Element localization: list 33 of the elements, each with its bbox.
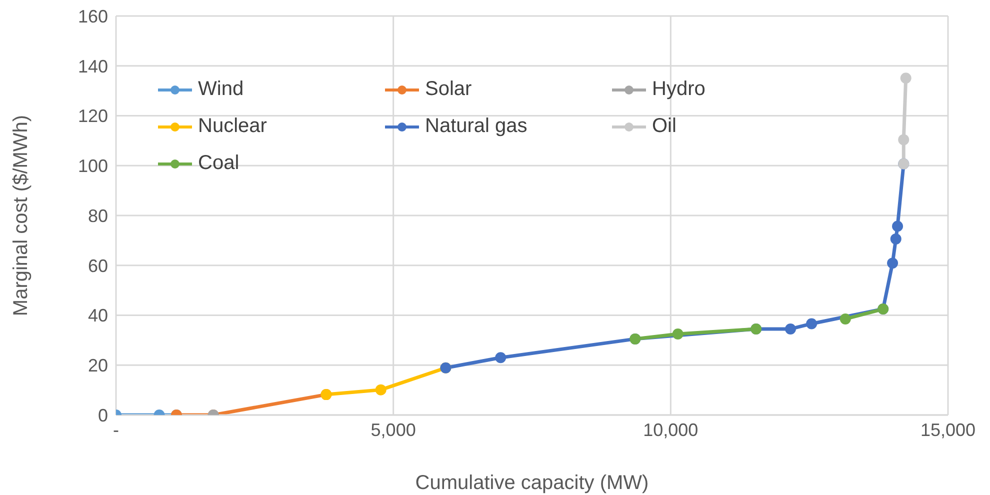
point [806,318,818,330]
point [900,72,912,84]
y-axis-title: Marginal cost ($/MWh) [10,114,32,316]
point [892,220,904,232]
legend-label: Oil [652,115,676,138]
x-tick-label: 10,000 [643,420,698,440]
x-axis-title: Cumulative capacity (MW) [415,472,649,494]
y-tick-label: 100 [78,156,108,176]
legend-label: Natural gas [425,115,528,138]
point [890,233,902,244]
point [887,258,898,269]
y-tick-label: 160 [78,6,108,26]
point [784,323,796,334]
y-tick-label: 80 [88,206,108,226]
point [495,352,506,364]
y-tick-label: 40 [88,306,108,326]
x-tick-label: 15,000 [920,420,976,440]
x-tick-label: 5,000 [370,420,416,440]
y-tick-label: 20 [88,356,108,376]
point [375,384,386,396]
point [672,328,684,340]
legend-label: Hydro [652,78,706,101]
legend-label: Nuclear [198,115,267,138]
legend-label: Wind [198,78,244,101]
legend-label: Coal [198,152,240,175]
point [898,134,910,146]
y-tick-label: 60 [88,256,108,276]
y-tick-label: 140 [78,56,108,76]
point [840,313,851,324]
x-tick-label: - [113,420,119,440]
y-tick-label: 0 [98,405,108,426]
y-tick-label: 120 [78,106,108,126]
legend-label: Solar [425,78,472,101]
